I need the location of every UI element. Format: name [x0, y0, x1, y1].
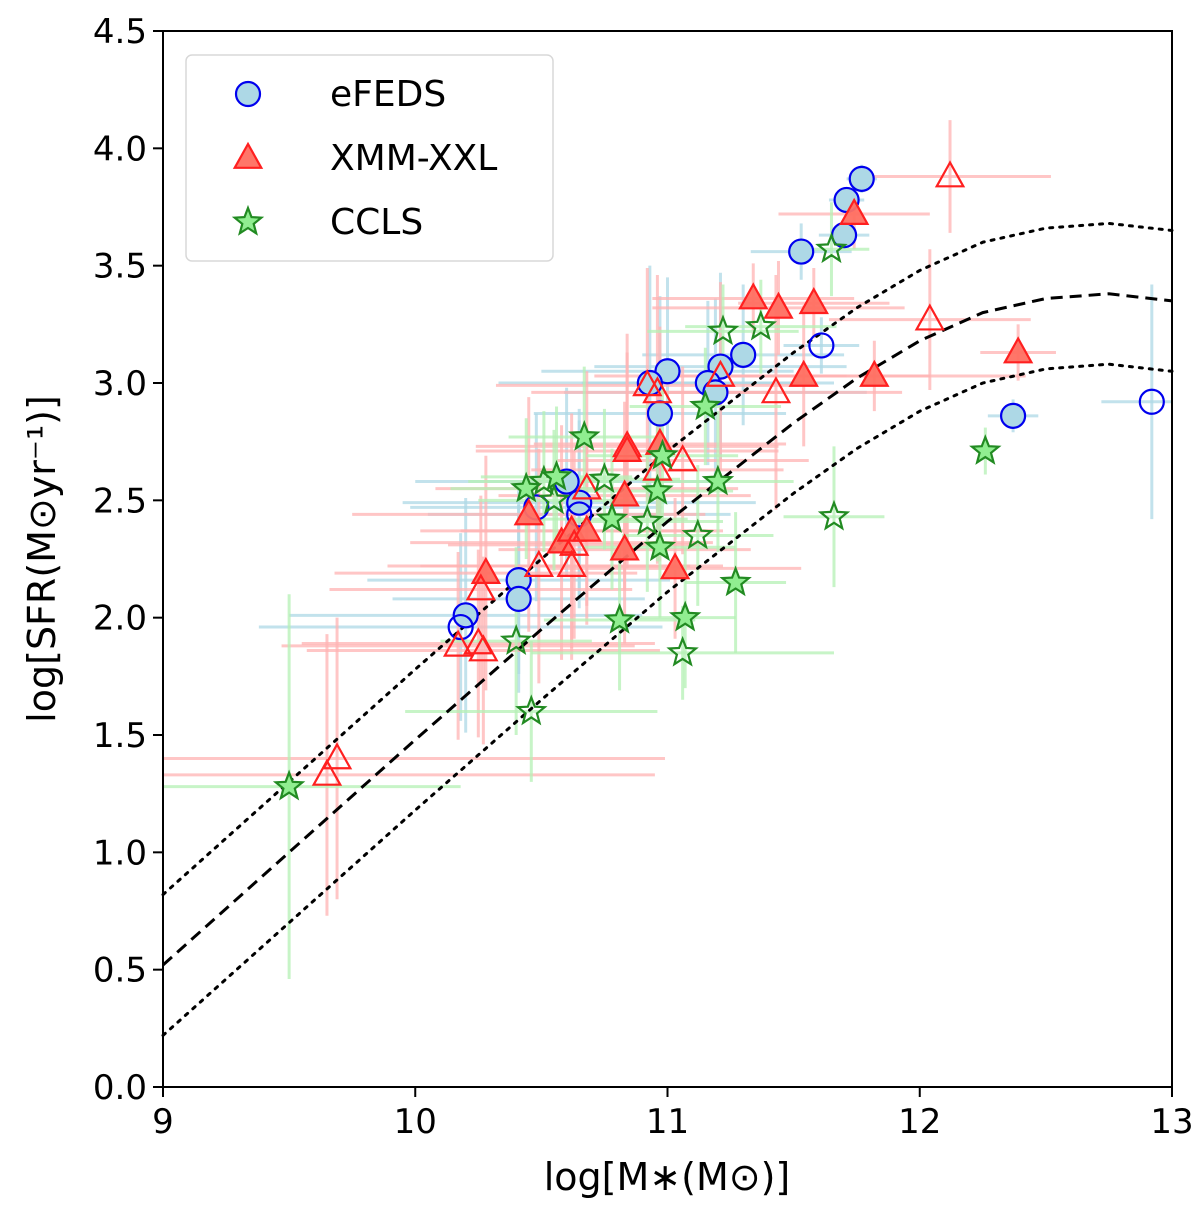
efeds-point: [848, 165, 875, 192]
ccls-point: [719, 565, 752, 597]
xmm-xxl-point: [556, 549, 587, 577]
ccls-point: [668, 600, 702, 632]
xmm-xxl-point: [609, 479, 640, 507]
y-tick-label: 1.5: [93, 716, 147, 756]
xmm-xxl-point: [468, 634, 499, 662]
main-sequence-lower-curve: [161, 362, 1174, 1037]
xmm-xxl-point: [571, 514, 602, 542]
xmm-xxl-point: [1002, 336, 1034, 364]
ccls-point: [510, 471, 543, 503]
xmm-xxl-point: [611, 434, 643, 462]
ccls-point: [666, 635, 699, 667]
xmm-xxl-point: [470, 556, 502, 584]
efeds-point: [566, 501, 593, 528]
legend-box: [185, 54, 554, 262]
xmm-xxl-point: [571, 472, 602, 500]
xmm-xxl-point: [838, 197, 870, 225]
ccls-point: [689, 389, 722, 421]
efeds-point: [730, 341, 757, 368]
xmm-xxl-point: [659, 552, 691, 580]
xmm-xxl-point: [788, 359, 819, 387]
ccls-point: [646, 438, 679, 470]
x-tick-label: 10: [394, 1102, 437, 1142]
ccls-point: [588, 462, 621, 493]
ccls-point: [567, 419, 601, 451]
ccls-point: [515, 694, 548, 726]
legend-marker-efeds-icon: [234, 80, 262, 108]
legend-label-efeds: eFEDS: [330, 74, 446, 115]
y-tick-label: 2.0: [93, 599, 147, 639]
x-axis-ticks: 9 10 11 12 13: [152, 1087, 1194, 1142]
curve-layer: [161, 221, 1174, 1037]
xmm-xxl-point: [914, 303, 946, 331]
legend-label-ccls: CCLS: [330, 202, 423, 243]
xmm-xxl-point: [609, 533, 640, 561]
ccls-point: [817, 499, 851, 531]
ccls-point: [681, 518, 715, 550]
y-tick-label: 0.0: [93, 1068, 147, 1108]
ccls-point: [815, 232, 848, 264]
xmm-xxl-point: [667, 444, 698, 472]
efeds-point: [808, 332, 835, 359]
y-tick-label: 3.5: [93, 247, 147, 287]
x-axis-title: log[M∗(M⊙)]: [544, 1155, 790, 1199]
xmm-xxl-point: [705, 359, 736, 387]
ccls-point: [499, 624, 533, 655]
x-tick-label: 9: [152, 1102, 174, 1142]
y-tick-label: 2.5: [93, 481, 147, 521]
xmm-xxl-point: [311, 758, 343, 786]
ccls-point: [701, 464, 735, 496]
xmm-xxl-point: [523, 549, 555, 577]
main-sequence-curve: [162, 292, 1173, 967]
x-tick-label: 13: [1150, 1102, 1193, 1142]
xmm-xxl-point: [760, 376, 792, 404]
legend-marker-xmm-xxl-icon: [232, 141, 264, 169]
ccls-point: [537, 483, 571, 515]
y-axis-ticks: 0.0 0.5 1.0 1.5 2.0 2.5 3.0 3.5 4.0 4.5: [93, 12, 163, 1108]
xmm-xxl-point: [513, 498, 544, 526]
ccls-point: [744, 309, 778, 341]
xmm-xxl-point: [442, 629, 474, 657]
y-tick-label: 1.0: [93, 833, 147, 873]
efeds-point: [999, 402, 1027, 429]
ccls-point: [631, 504, 664, 536]
xmm-xxl-point: [738, 282, 769, 310]
y-tick-label: 4.5: [93, 12, 147, 52]
ccls-point: [540, 459, 573, 491]
xmm-xxl-point: [859, 359, 890, 387]
ccls-point: [595, 502, 629, 533]
xmm-xxl-point: [321, 742, 353, 770]
efeds-point: [447, 613, 474, 641]
y-tick-label: 0.5: [93, 951, 147, 991]
marker-layer: [272, 160, 1165, 801]
xmm-xxl-point: [934, 160, 966, 188]
y-tick-label: 4.0: [93, 129, 147, 169]
legend-marker-ccls-icon: [231, 204, 265, 236]
xmm-xxl-point: [798, 286, 829, 315]
x-tick-label: 11: [646, 1102, 689, 1142]
main-sequence-upper-curve: [161, 221, 1174, 897]
xmm-xxl-point: [642, 376, 673, 404]
efeds-point: [788, 238, 815, 265]
ccls-point: [272, 769, 306, 801]
xmm-xxl-point: [465, 573, 497, 601]
ccls-point: [969, 434, 1002, 465]
ccls-point: [641, 473, 674, 505]
ccls-point: [706, 314, 740, 346]
legend-label-xmm-xxl: XMM-XXL: [330, 138, 497, 179]
y-tick-label: 3.0: [93, 364, 147, 404]
efeds-point: [505, 585, 532, 612]
ccls-point: [643, 530, 677, 562]
y-axis-title: log[SFR(M⊙yr⁻¹)]: [20, 395, 64, 723]
ccls-point: [603, 602, 636, 634]
x-tick-label: 12: [898, 1102, 941, 1142]
legend: eFEDS XMM-XXL CCLS: [185, 54, 554, 262]
efeds-point: [1138, 388, 1165, 415]
xmm-xxl-point: [763, 291, 794, 319]
efeds-point: [646, 400, 674, 427]
